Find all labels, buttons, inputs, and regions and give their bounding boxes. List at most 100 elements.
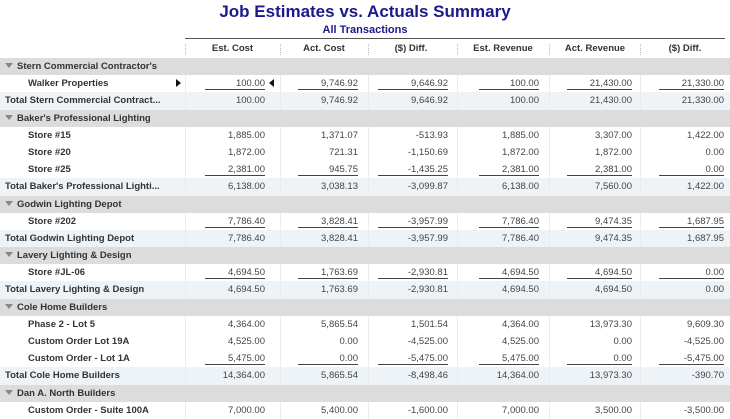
group-header-row[interactable]: Dan A. North Builders [0, 384, 730, 402]
collapse-triangle-icon[interactable] [5, 252, 13, 258]
value-cell[interactable]: 4,694.50 [228, 284, 265, 296]
value-cell[interactable]: 100.00 [205, 78, 265, 91]
total-row[interactable]: Total Baker's Professional Lighti... 6,13… [0, 178, 730, 196]
value-cell[interactable]: 14,364.00 [222, 370, 265, 382]
column-header-act-revenue[interactable]: Act. Revenue [564, 43, 626, 54]
value-cell[interactable]: 0.00 [659, 267, 724, 280]
collapse-triangle-icon[interactable] [5, 63, 13, 68]
column-header-cost-diff[interactable]: ($) Diff. [394, 43, 428, 54]
group-header-row[interactable]: Stern Commercial Contractor's [0, 58, 730, 76]
value-cell[interactable]: 1,885.00 [502, 129, 539, 141]
table-row[interactable]: Custom Order - Suite 100A 7,000.00 5,400.0… [0, 401, 730, 419]
value-cell[interactable]: 4,364.00 [228, 318, 265, 330]
table-row[interactable]: Store #JL-06 4,694.50 1,763.69 -2,930.81 4,6… [0, 264, 730, 282]
value-cell[interactable]: 945.75 [298, 164, 358, 177]
value-cell[interactable]: 7,786.40 [502, 232, 539, 244]
table-row[interactable]: Custom Order Lot 19A 4,525.00 0.00 -4,525.0… [0, 333, 730, 351]
value-cell[interactable]: 0.00 [705, 146, 725, 158]
value-cell[interactable]: -3,957.99 [378, 216, 448, 228]
value-cell[interactable]: -3,957.99 [407, 232, 448, 244]
value-cell[interactable]: -5,475.00 [659, 353, 724, 366]
total-row[interactable]: Total Godwin Lighting Depot 7,786.40 3,828… [0, 229, 730, 248]
value-cell[interactable]: 21,430.00 [567, 78, 632, 91]
value-cell[interactable]: 5,400.00 [321, 404, 358, 416]
value-cell[interactable]: 7,786.40 [479, 216, 539, 228]
value-cell[interactable]: 100.00 [509, 95, 539, 107]
collapse-triangle-icon[interactable] [5, 200, 13, 206]
value-cell[interactable]: 1,872.00 [595, 146, 632, 158]
column-separator[interactable] [640, 44, 642, 55]
value-cell[interactable]: 4,525.00 [228, 336, 265, 347]
value-cell[interactable]: 100.00 [479, 78, 539, 91]
value-cell[interactable]: -1,150.69 [407, 146, 448, 158]
value-cell[interactable]: 9,474.35 [595, 232, 632, 244]
value-cell[interactable]: 3,500.00 [595, 404, 632, 416]
value-cell[interactable]: 1,885.00 [228, 129, 265, 141]
column-header-act-cost[interactable]: Act. Cost [303, 43, 345, 54]
value-cell[interactable]: 5,475.00 [479, 353, 539, 366]
value-cell[interactable]: 5,475.00 [205, 353, 265, 366]
value-cell[interactable]: 7,786.40 [228, 232, 265, 244]
value-cell[interactable]: 4,525.00 [502, 336, 539, 347]
value-cell[interactable]: 1,501.54 [411, 318, 448, 330]
value-cell[interactable]: 0.00 [705, 284, 725, 296]
value-cell[interactable]: 1,763.69 [321, 284, 358, 296]
group-header-row[interactable]: Cole Home Builders [0, 298, 730, 316]
value-cell[interactable]: -2,930.81 [407, 284, 448, 296]
table-row[interactable]: Store #25 2,381.00 945.75 -1,435.25 2,381.00… [0, 161, 730, 179]
column-separator[interactable] [368, 44, 370, 55]
value-cell[interactable]: 4,694.50 [502, 284, 539, 296]
value-cell[interactable]: 6,138.00 [228, 181, 265, 193]
value-cell[interactable]: 4,694.50 [205, 267, 265, 280]
table-row[interactable]: Phase 2 - Lot 5 4,364.00 5,865.54 1,501.54 4… [0, 315, 730, 333]
value-cell[interactable]: -5,475.00 [378, 353, 448, 366]
value-cell[interactable]: 1,872.00 [228, 146, 265, 158]
value-cell[interactable]: 3,828.41 [321, 232, 358, 244]
column-separator[interactable] [549, 44, 551, 55]
column-separator[interactable] [185, 44, 187, 55]
value-cell[interactable]: 9,609.30 [687, 318, 724, 330]
collapse-triangle-icon[interactable] [5, 114, 13, 120]
table-row[interactable]: Walker Properties 100.00 9,746.92 9,646.92 1… [0, 75, 730, 93]
group-header-row[interactable]: Baker's Professional Lighting [0, 109, 730, 127]
value-cell[interactable]: 21,330.00 [659, 78, 724, 91]
value-cell[interactable]: 3,038.13 [321, 181, 358, 193]
total-row[interactable]: Total Lavery Lighting & Design 4,694.50 1,… [0, 281, 730, 299]
value-cell[interactable]: 7,786.40 [205, 216, 265, 228]
column-separator[interactable] [280, 44, 282, 55]
value-cell[interactable]: 2,381.00 [205, 164, 265, 177]
value-cell[interactable]: -2,930.81 [378, 267, 448, 280]
value-cell[interactable]: -513.93 [415, 129, 448, 141]
value-cell[interactable]: 5,865.54 [321, 370, 358, 382]
value-cell[interactable]: 1,687.95 [687, 232, 724, 244]
value-cell[interactable]: -4,525.00 [407, 336, 448, 347]
value-cell[interactable]: 21,430.00 [589, 95, 632, 107]
value-cell[interactable]: -8,498.46 [407, 370, 448, 382]
value-cell[interactable]: -3,500.00 [683, 404, 724, 416]
value-cell[interactable]: 9,474.35 [567, 216, 632, 228]
value-cell[interactable]: 14,364.00 [496, 370, 539, 382]
value-cell[interactable]: 6,138.00 [502, 181, 539, 193]
value-cell[interactable]: 0.00 [659, 164, 724, 177]
value-cell[interactable]: 13,973.30 [589, 318, 632, 330]
value-cell[interactable]: 7,000.00 [502, 404, 539, 416]
collapse-triangle-icon[interactable] [5, 389, 13, 395]
value-cell[interactable]: -390.70 [691, 370, 724, 382]
value-cell[interactable]: 1,422.00 [687, 129, 724, 141]
value-cell[interactable]: 9,646.92 [411, 95, 448, 107]
value-cell[interactable]: 1,872.00 [502, 146, 539, 158]
value-cell[interactable]: 2,381.00 [479, 164, 539, 177]
value-cell[interactable]: 9,746.92 [298, 78, 358, 91]
column-header-est-revenue[interactable]: Est. Revenue [473, 43, 533, 54]
value-cell[interactable]: 100.00 [235, 95, 265, 107]
value-cell[interactable]: 13,973.30 [589, 370, 632, 382]
value-cell[interactable]: 0.00 [339, 336, 359, 347]
table-row[interactable]: Store #20 1,872.00 721.31 -1,150.69 1,872.00… [0, 143, 730, 162]
value-cell[interactable]: 1,422.00 [687, 181, 724, 193]
column-separator[interactable] [457, 44, 459, 55]
value-cell[interactable]: 3,828.41 [298, 216, 358, 228]
value-cell[interactable]: 0.00 [613, 336, 633, 347]
value-cell[interactable]: 7,000.00 [228, 404, 265, 416]
group-header-row[interactable]: Godwin Lighting Depot [0, 195, 730, 213]
value-cell[interactable]: 0.00 [567, 353, 632, 366]
